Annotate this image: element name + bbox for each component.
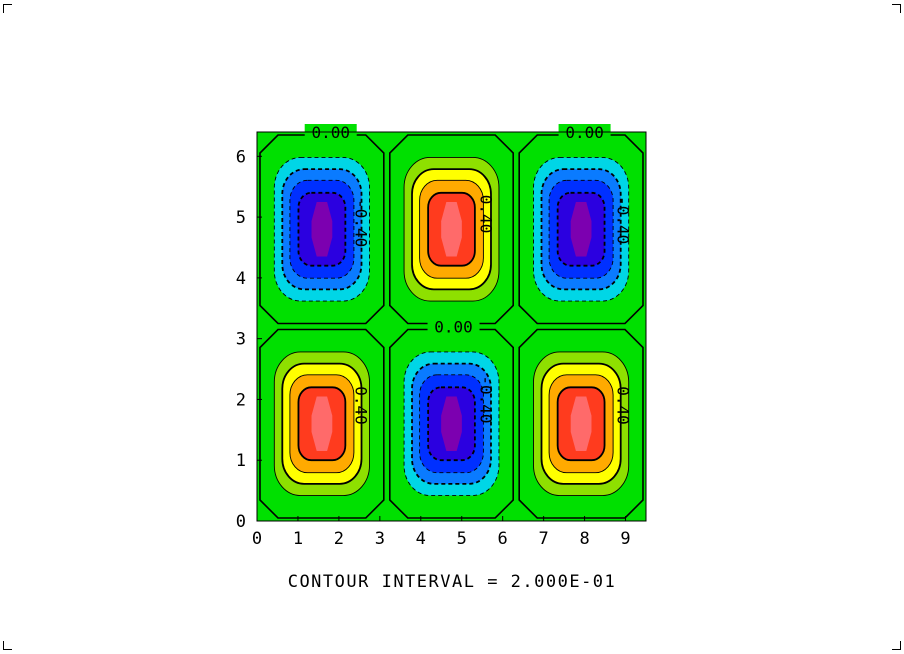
contour-line — [540, 168, 622, 291]
zero-contour — [259, 328, 385, 519]
contour-label: 0.00 — [434, 318, 473, 337]
x-tick-label: 0 — [252, 529, 262, 549]
contour-cell-lines-2 — [403, 157, 500, 302]
contour-interval-caption: CONTOUR INTERVAL = 2.000E-01 — [287, 572, 617, 592]
contour-cell-5 — [404, 351, 499, 496]
contour-label: 0.40 — [476, 195, 495, 234]
x-tick-label: 2 — [334, 529, 344, 549]
x-tick-label: 7 — [539, 529, 549, 549]
contour-line — [548, 374, 614, 474]
x-tick-label: 1 — [293, 529, 303, 549]
y-tick-label: 4 — [236, 269, 246, 289]
y-tick-label: 3 — [236, 330, 246, 350]
contour-label-box — [427, 318, 480, 335]
zero-contour — [518, 328, 644, 519]
contour-cell-lines-1 — [273, 157, 370, 302]
corner-mark-bottom-left — [3, 641, 12, 650]
contour-label: -0.40 — [476, 375, 495, 423]
contour-band — [311, 202, 333, 257]
contour-line — [411, 362, 492, 485]
contour-line — [427, 191, 476, 267]
contour-line — [540, 362, 622, 485]
y-tick-label: 0 — [236, 512, 246, 532]
contour-band — [570, 202, 592, 257]
contour-line — [297, 386, 347, 462]
contour-label: 0.40 — [613, 386, 632, 425]
contour-line — [556, 191, 606, 267]
y-tick-label: 2 — [236, 390, 246, 410]
contour-cell-lines-5 — [403, 351, 500, 496]
contour-band — [311, 396, 333, 451]
contour-label-bg: 0.40 — [476, 195, 495, 234]
contour-label-bg: 0.40 — [613, 386, 632, 425]
x-tick-label: 5 — [457, 529, 467, 549]
x-tick-label: 8 — [579, 529, 589, 549]
contour-cell-lines-3 — [533, 157, 630, 302]
contour-line — [273, 351, 370, 496]
corner-mark-bottom-right — [892, 641, 901, 650]
contour-label: -0.40 — [351, 199, 370, 247]
contour-line — [403, 351, 500, 496]
contour-label-bg: -0.40 — [476, 375, 495, 423]
contour-label-bg: -0.40 — [351, 199, 370, 247]
contour-cell-lines-6 — [533, 351, 630, 496]
contour-cell-4 — [274, 351, 370, 496]
x-tick-label: 3 — [375, 529, 385, 549]
contour-line — [533, 157, 630, 302]
contour-band — [570, 396, 592, 451]
contour-cell-2 — [404, 157, 499, 302]
zero-contour-lines — [259, 134, 644, 519]
contour-line — [281, 168, 363, 291]
y-tick-label: 6 — [236, 147, 246, 167]
y-tick-label: 5 — [236, 208, 246, 228]
corner-mark-top-left — [3, 4, 12, 13]
plot-frame — [256, 131, 647, 522]
contour-band — [441, 396, 462, 451]
contour-line — [556, 386, 606, 462]
contour-cell-3 — [533, 157, 629, 302]
zero-contour — [389, 328, 514, 519]
zero-contour — [259, 134, 385, 325]
contour-label: -0.40 — [613, 196, 632, 244]
contour-line — [419, 179, 484, 279]
x-tick-label: 6 — [498, 529, 508, 549]
corner-mark-top-right — [892, 4, 901, 13]
y-tick-label: 1 — [236, 451, 246, 471]
x-tick-label: 4 — [416, 529, 426, 549]
zero-contour — [518, 134, 644, 325]
contour-cell-lines-4 — [273, 351, 370, 496]
contour-cell-6 — [533, 351, 629, 496]
contour-label-bg: -0.40 — [613, 196, 632, 244]
x-tick-label: 9 — [620, 529, 630, 549]
contour-line — [289, 374, 355, 474]
contour-band — [441, 202, 462, 257]
contour-label-bg: 0.00 — [427, 318, 480, 337]
contour-line — [427, 386, 476, 462]
zero-contour — [389, 134, 514, 325]
contour-line — [289, 179, 355, 279]
contour-line — [297, 191, 347, 267]
contour-line — [411, 168, 492, 291]
contour-line — [403, 157, 500, 302]
contour-line — [533, 351, 630, 496]
contour-line — [273, 157, 370, 302]
contour-line — [548, 179, 614, 279]
contour-label: 0.40 — [351, 386, 370, 425]
contour-line — [419, 374, 484, 474]
contour-label-bg: 0.40 — [351, 386, 370, 425]
contour-cell-1 — [274, 157, 370, 302]
contour-line — [281, 362, 363, 485]
